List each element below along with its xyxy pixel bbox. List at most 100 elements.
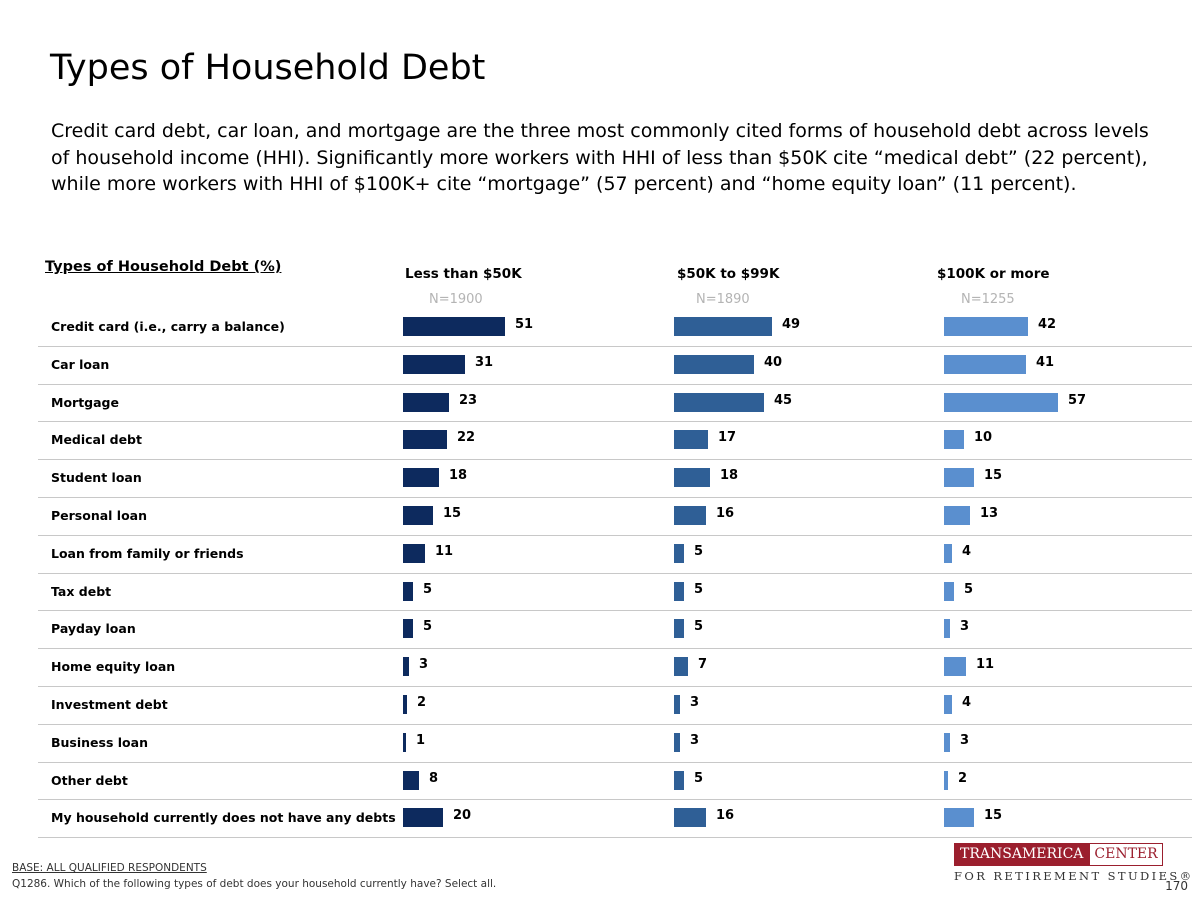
value-label-50k-to-99k-business-loan: 3 bbox=[690, 732, 700, 748]
row-divider bbox=[38, 572, 1192, 574]
bar-100k-or-more-medical-debt bbox=[944, 430, 964, 450]
value-label-less-than-50k-business-loan: 1 bbox=[416, 732, 426, 748]
bar-less-than-50k-personal-loan bbox=[403, 505, 433, 525]
category-label-mortgage: Mortgage bbox=[51, 394, 119, 410]
bar-50k-to-99k-my-household-currently-does-not-have-any-debts bbox=[674, 808, 706, 828]
value-label-100k-or-more-credit-card-i-e-carry-a-balance: 42 bbox=[1038, 316, 1057, 332]
category-label-credit-card-i-e-carry-a-balance: Credit card (i.e., carry a balance) bbox=[51, 318, 285, 334]
value-label-less-than-50k-loan-from-family-or-friends: 11 bbox=[435, 543, 454, 559]
value-label-50k-to-99k-loan-from-family-or-friends: 5 bbox=[694, 543, 704, 559]
value-label-less-than-50k-medical-debt: 22 bbox=[457, 430, 476, 446]
bar-100k-or-more-student-loan bbox=[944, 468, 974, 488]
logo-bottom-text: FOR RETIREMENT STUDIES® bbox=[954, 869, 1194, 883]
row-divider bbox=[38, 723, 1192, 725]
category-label-medical-debt: Medical debt bbox=[51, 432, 142, 448]
value-label-50k-to-99k-medical-debt: 17 bbox=[718, 430, 737, 446]
value-label-less-than-50k-my-household-currently-does-not-have-any-debts: 20 bbox=[453, 808, 472, 824]
bar-less-than-50k-credit-card-i-e-carry-a-balance bbox=[403, 316, 505, 336]
bar-50k-to-99k-personal-loan bbox=[674, 505, 706, 525]
bar-100k-or-more-car-loan bbox=[944, 354, 1026, 374]
value-label-100k-or-more-medical-debt: 10 bbox=[974, 430, 993, 446]
category-label-business-loan: Business loan bbox=[51, 734, 148, 750]
value-label-50k-to-99k-personal-loan: 16 bbox=[716, 505, 735, 521]
value-label-50k-to-99k-payday-loan: 5 bbox=[694, 619, 704, 635]
bar-less-than-50k-my-household-currently-does-not-have-any-debts bbox=[403, 808, 443, 828]
transamerica-logo: TRANSAMERICA CENTER FOR RETIREMENT STUDI… bbox=[954, 843, 1194, 883]
category-label-other-debt: Other debt bbox=[51, 772, 128, 788]
value-label-50k-to-99k-tax-debt: 5 bbox=[694, 581, 704, 597]
value-label-100k-or-more-personal-loan: 13 bbox=[980, 505, 999, 521]
bar-100k-or-more-tax-debt bbox=[944, 581, 954, 601]
value-label-less-than-50k-home-equity-loan: 3 bbox=[419, 657, 429, 673]
series-header-50k-to-99k: $50K to $99K bbox=[677, 266, 780, 282]
bar-100k-or-more-credit-card-i-e-carry-a-balance bbox=[944, 316, 1028, 336]
row-divider bbox=[38, 610, 1192, 612]
series-n-50k-to-99k: N=1890 bbox=[696, 292, 750, 307]
bar-100k-or-more-payday-loan bbox=[944, 619, 950, 639]
bar-50k-to-99k-tax-debt bbox=[674, 581, 684, 601]
row-divider bbox=[38, 799, 1192, 801]
category-label-my-household-currently-does-not-have-any-debts: My household currently does not have any… bbox=[51, 810, 396, 826]
bar-50k-to-99k-credit-card-i-e-carry-a-balance bbox=[674, 316, 772, 336]
value-label-50k-to-99k-home-equity-loan: 7 bbox=[698, 657, 708, 673]
bar-less-than-50k-student-loan bbox=[403, 468, 439, 488]
category-label-car-loan: Car loan bbox=[51, 356, 110, 372]
row-divider bbox=[38, 534, 1192, 536]
bar-less-than-50k-car-loan bbox=[403, 354, 465, 374]
bar-less-than-50k-other-debt bbox=[403, 770, 419, 790]
series-n-100k-or-more: N=1255 bbox=[961, 292, 1015, 307]
value-label-less-than-50k-car-loan: 31 bbox=[475, 354, 494, 370]
bar-less-than-50k-payday-loan bbox=[403, 619, 413, 639]
logo-left-text: TRANSAMERICA bbox=[954, 843, 1090, 866]
bar-less-than-50k-medical-debt bbox=[403, 430, 447, 450]
value-label-100k-or-more-student-loan: 15 bbox=[984, 468, 1003, 484]
bar-50k-to-99k-payday-loan bbox=[674, 619, 684, 639]
value-label-100k-or-more-loan-from-family-or-friends: 4 bbox=[962, 543, 972, 559]
bar-100k-or-more-personal-loan bbox=[944, 505, 970, 525]
bar-50k-to-99k-other-debt bbox=[674, 770, 684, 790]
row-divider bbox=[38, 497, 1192, 498]
bar-less-than-50k-mortgage bbox=[403, 392, 449, 412]
value-label-less-than-50k-payday-loan: 5 bbox=[423, 619, 433, 635]
value-label-less-than-50k-credit-card-i-e-carry-a-balance: 51 bbox=[515, 316, 534, 332]
bar-100k-or-more-investment-debt bbox=[944, 694, 952, 714]
bar-50k-to-99k-student-loan bbox=[674, 468, 710, 488]
value-label-50k-to-99k-investment-debt: 3 bbox=[690, 694, 700, 710]
value-label-50k-to-99k-credit-card-i-e-carry-a-balance: 49 bbox=[782, 316, 801, 332]
row-divider bbox=[38, 837, 1192, 839]
row-divider bbox=[38, 686, 1192, 687]
value-label-50k-to-99k-other-debt: 5 bbox=[694, 770, 704, 786]
row-divider bbox=[38, 383, 1192, 385]
value-label-less-than-50k-personal-loan: 15 bbox=[443, 505, 462, 521]
category-label-investment-debt: Investment debt bbox=[51, 696, 168, 712]
value-label-50k-to-99k-my-household-currently-does-not-have-any-debts: 16 bbox=[716, 808, 735, 824]
page-number: 170 bbox=[1165, 879, 1188, 893]
bar-100k-or-more-home-equity-loan bbox=[944, 657, 966, 677]
bar-less-than-50k-investment-debt bbox=[403, 694, 407, 714]
bar-100k-or-more-loan-from-family-or-friends bbox=[944, 543, 952, 563]
value-label-50k-to-99k-student-loan: 18 bbox=[720, 468, 739, 484]
value-label-less-than-50k-student-loan: 18 bbox=[449, 468, 468, 484]
value-label-100k-or-more-tax-debt: 5 bbox=[964, 581, 974, 597]
value-label-less-than-50k-tax-debt: 5 bbox=[423, 581, 433, 597]
logo-right-text: CENTER bbox=[1089, 843, 1163, 866]
bar-100k-or-more-other-debt bbox=[944, 770, 948, 790]
row-divider bbox=[38, 761, 1192, 763]
value-label-50k-to-99k-mortgage: 45 bbox=[774, 392, 793, 408]
page-title: Types of Household Debt bbox=[50, 48, 486, 88]
value-label-100k-or-more-payday-loan: 3 bbox=[960, 619, 970, 635]
bar-less-than-50k-tax-debt bbox=[403, 581, 413, 601]
bar-100k-or-more-business-loan bbox=[944, 732, 950, 752]
category-label-personal-loan: Personal loan bbox=[51, 507, 148, 523]
base-note: BASE: ALL QUALIFIED RESPONDENTS bbox=[12, 862, 207, 874]
bar-100k-or-more-mortgage bbox=[944, 392, 1058, 412]
category-label-home-equity-loan: Home equity loan bbox=[51, 659, 176, 675]
value-label-50k-to-99k-car-loan: 40 bbox=[764, 354, 783, 370]
row-divider bbox=[38, 421, 1192, 423]
bar-50k-to-99k-medical-debt bbox=[674, 430, 708, 450]
value-label-100k-or-more-car-loan: 41 bbox=[1036, 354, 1055, 370]
category-label-student-loan: Student loan bbox=[51, 470, 142, 486]
bar-50k-to-99k-loan-from-family-or-friends bbox=[674, 543, 684, 563]
value-label-less-than-50k-mortgage: 23 bbox=[459, 392, 478, 408]
bar-100k-or-more-my-household-currently-does-not-have-any-debts bbox=[944, 808, 974, 828]
